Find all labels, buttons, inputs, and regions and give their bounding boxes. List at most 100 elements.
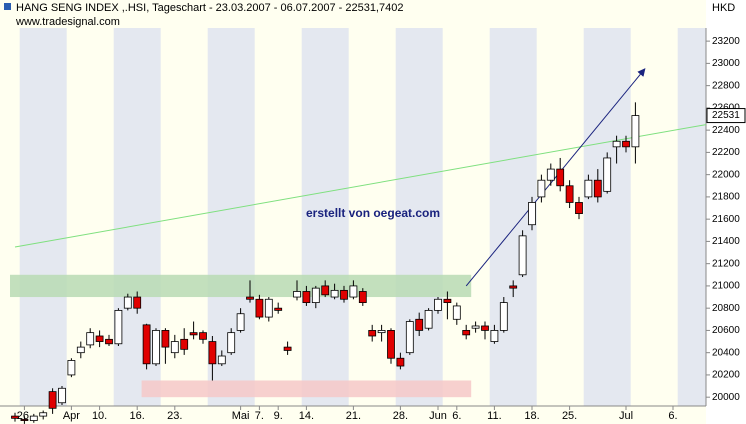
candle-body [612, 140, 621, 148]
y-tick-label: 21200 [712, 258, 740, 269]
candle-body [39, 412, 48, 417]
candle-body [556, 168, 565, 187]
candle-body [528, 202, 536, 226]
x-tick-label: 25. [562, 410, 577, 422]
y-tick-label: 21600 [712, 214, 740, 225]
week-band [583, 28, 631, 406]
candle-body [114, 309, 123, 345]
y-tick-label: 20800 [712, 303, 740, 314]
candle-body [481, 325, 489, 331]
candle-body [264, 298, 273, 318]
candle-body [631, 115, 640, 148]
candle-body [105, 338, 113, 345]
candle-body [20, 419, 29, 421]
annotation: erstellt von oegeat.com [306, 206, 440, 220]
candle-body [58, 387, 66, 404]
candle-body [368, 330, 377, 337]
candle-body [443, 298, 452, 304]
last-value-box [706, 108, 746, 124]
candle-body [246, 296, 254, 300]
candle-body [537, 179, 546, 198]
candle-body [434, 298, 442, 311]
candle-body [152, 330, 160, 365]
candle-body [622, 140, 630, 148]
chart-title: HANG SENG INDEX ,.HSI, Tageschart - 23.0… [16, 2, 403, 14]
candle-body [189, 332, 198, 336]
y-tick-label: 20400 [712, 347, 740, 358]
candle-body [603, 157, 612, 192]
candle-body [377, 330, 386, 334]
y-tick-label: 21800 [712, 192, 740, 203]
x-tick-label: 6. [668, 410, 677, 422]
y-tick-label: 23000 [712, 58, 740, 69]
candle-body [546, 168, 555, 181]
candle-body [142, 324, 151, 365]
candle-body [255, 298, 264, 318]
x-tick-label: 16. [130, 410, 145, 422]
candle-body [415, 318, 424, 331]
icon [4, 3, 11, 10]
candle-body [518, 235, 527, 276]
candle-body [396, 357, 405, 367]
candle-body [330, 289, 339, 298]
candle-body [584, 179, 593, 198]
candle-body [199, 332, 207, 340]
candle-body [208, 341, 217, 365]
candle-body [86, 332, 95, 346]
candle-body [283, 346, 292, 351]
candle-body [293, 291, 301, 298]
y-axis-label: HKD [712, 2, 735, 14]
zone [10, 274, 472, 298]
candle-body [161, 330, 170, 348]
x-tick-label: 18. [524, 410, 539, 422]
candle-body [123, 296, 132, 309]
candle-body [170, 341, 179, 354]
axis-panel [706, 0, 746, 424]
candle-body [565, 185, 574, 203]
candle-body [462, 330, 471, 336]
x-tick-label: 21. [346, 410, 361, 422]
candle-body [349, 285, 358, 298]
y-tick-label: 20000 [712, 392, 740, 403]
candle-body [509, 285, 518, 289]
x-tick-label: 7. [255, 410, 264, 422]
candle-body [11, 415, 19, 419]
last-value-label: 22531 [712, 110, 740, 121]
candle-body [227, 332, 236, 354]
y-tick-label: 20600 [712, 325, 740, 336]
candle-body [424, 309, 433, 329]
candle-body [95, 335, 104, 342]
zone [141, 380, 472, 398]
candle-body [302, 291, 311, 304]
candle-body [274, 307, 283, 311]
candle-body [387, 330, 395, 359]
candle-body [499, 302, 508, 331]
x-tick-label: 11. [487, 410, 501, 422]
candle-body [471, 325, 480, 329]
candle-body [593, 179, 602, 198]
x-tick-label: 23. [167, 410, 182, 422]
x-tick-label: 26. [17, 410, 32, 422]
week-band [395, 28, 443, 406]
week-band [301, 28, 349, 406]
candle-body [321, 285, 330, 296]
y-tick-label: 22800 [712, 80, 740, 91]
candle-body [76, 346, 85, 354]
trend-line [14, 124, 707, 248]
candle-body [236, 313, 245, 331]
candle-body [48, 391, 57, 409]
candle-body [29, 415, 38, 421]
x-tick-label: 14. [299, 410, 314, 422]
subtitle: www.tradesignal.com [15, 16, 120, 28]
y-tick-label: 23200 [712, 36, 740, 47]
x-tick-label: Jul [619, 410, 633, 422]
y-tick-label: 22400 [712, 125, 740, 136]
x-tick-label: Jun [429, 410, 447, 422]
candle-body [340, 289, 348, 300]
arrow [465, 68, 646, 287]
y-tick-label: 22600 [712, 103, 740, 114]
candle-body [358, 291, 367, 304]
y-tick-label: 21400 [712, 236, 740, 247]
week-band [19, 28, 67, 406]
